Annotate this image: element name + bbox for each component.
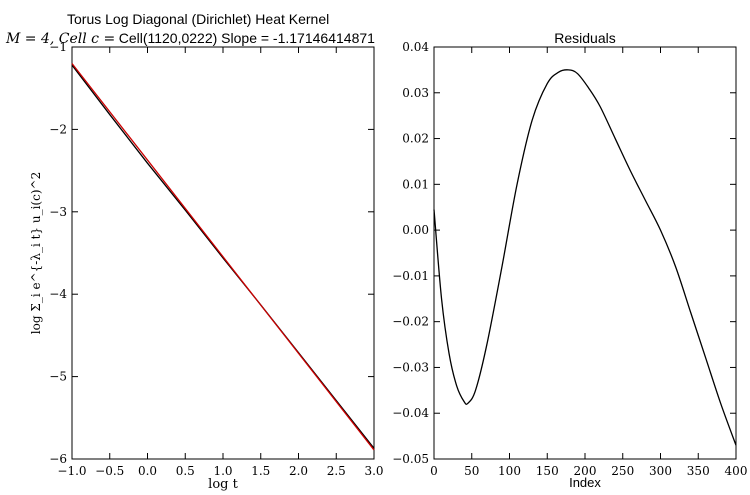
x-tick-label: 3.0	[364, 464, 383, 478]
y-tick-label: −0.03	[392, 360, 429, 374]
residuals-x-tick-labels: 0 50 100 150 200 250 300 350 400	[430, 464, 747, 478]
figure-title-line2: M = 4, Cell c = Cell(1120,0222) Slope = …	[5, 30, 375, 47]
heat-kernel-panel: −1.0 −0.5 0.0 0.5 1.0 1.5 2.0 2.5 3.0 −1 −2 −3 −4 −5…	[29, 40, 384, 492]
y-tick-label: −4	[49, 287, 67, 301]
x-tick-label: 300	[649, 464, 672, 478]
y-tick-label: −0.01	[392, 269, 429, 283]
y-tick-label: −0.05	[392, 452, 429, 466]
residuals-series	[433, 69, 737, 446]
series-line-1	[71, 63, 375, 451]
x-tick-label: 2.5	[327, 464, 346, 478]
heat-kernel-ticks	[71, 46, 375, 460]
heat-kernel-xlabel: log t	[208, 477, 238, 492]
residual-curve	[433, 69, 737, 446]
y-tick-label: −1	[49, 40, 67, 54]
title-prefix: M = 4, Cell c =	[5, 31, 115, 47]
x-tick-label: −1.0	[57, 464, 86, 478]
x-tick-label: 0.5	[176, 464, 195, 478]
heat-kernel-ylabel: log Σ_i e^{-λ_i t} u_i(c)^2	[29, 172, 43, 334]
x-tick-label: 50	[464, 464, 479, 478]
x-tick-label: 250	[611, 464, 634, 478]
heat-kernel-axes-frame	[71, 46, 375, 460]
residuals-xlabel: Index	[569, 475, 601, 490]
x-tick-label: 200	[574, 464, 597, 478]
x-tick-label: 100	[498, 464, 521, 478]
figure-title-line1: Torus Log Diagonal (Dirichlet) Heat Kern…	[67, 11, 329, 27]
x-tick-label: 2.0	[289, 464, 308, 478]
y-tick-label: −3	[49, 205, 67, 219]
x-tick-label: 400	[725, 464, 748, 478]
y-tick-label: 0.01	[402, 177, 429, 191]
y-tick-label: −5	[49, 370, 67, 384]
residuals-ticks	[433, 46, 737, 460]
residuals-title: Residuals	[554, 30, 615, 46]
heat-kernel-y-tick-labels: −1 −2 −3 −4 −5 −6	[49, 40, 67, 466]
y-tick-label: −2	[49, 122, 67, 136]
y-tick-label: 0.03	[402, 86, 429, 100]
x-tick-label: 0.0	[138, 464, 157, 478]
x-tick-label: 1.5	[251, 464, 270, 478]
x-tick-label: 150	[536, 464, 559, 478]
x-tick-label: 0	[430, 464, 438, 478]
y-tick-label: 0.02	[402, 132, 429, 146]
y-tick-label: −6	[49, 452, 67, 466]
y-tick-label: −0.02	[392, 315, 429, 329]
heat-kernel-x-tick-labels: −1.0 −0.5 0.0 0.5 1.0 1.5 2.0 2.5 3.0	[57, 464, 383, 478]
heat-kernel-series	[71, 63, 375, 451]
y-tick-label: 0.00	[402, 223, 429, 237]
x-tick-label: −0.5	[95, 464, 124, 478]
residuals-y-tick-labels: 0.04 0.03 0.02 0.01 0.00 −0.01 −0.02 −0.03 −0.04…	[392, 40, 429, 466]
y-tick-label: 0.04	[402, 40, 429, 54]
residuals-panel: Residuals 0 50 100 150 200 250 300 350 400 0.040…	[392, 30, 747, 490]
x-tick-label: 350	[687, 464, 710, 478]
title-rest: Cell(1120,0222) Slope = -1.17146414871	[119, 30, 375, 46]
y-tick-label: −0.04	[392, 406, 429, 420]
residuals-axes-frame	[433, 46, 737, 460]
x-tick-label: 1.0	[213, 464, 232, 478]
